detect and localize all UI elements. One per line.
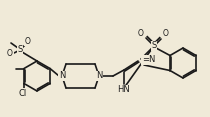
Text: O: O <box>138 29 144 38</box>
Text: O: O <box>163 29 169 38</box>
Text: Cl: Cl <box>19 89 27 98</box>
Text: S: S <box>151 42 157 51</box>
Text: N: N <box>96 71 102 80</box>
Text: =N: =N <box>142 55 155 64</box>
Text: S: S <box>17 46 23 55</box>
Text: HN: HN <box>117 86 129 95</box>
Text: O: O <box>7 49 13 58</box>
Text: O: O <box>25 37 31 46</box>
Text: N: N <box>59 71 65 80</box>
